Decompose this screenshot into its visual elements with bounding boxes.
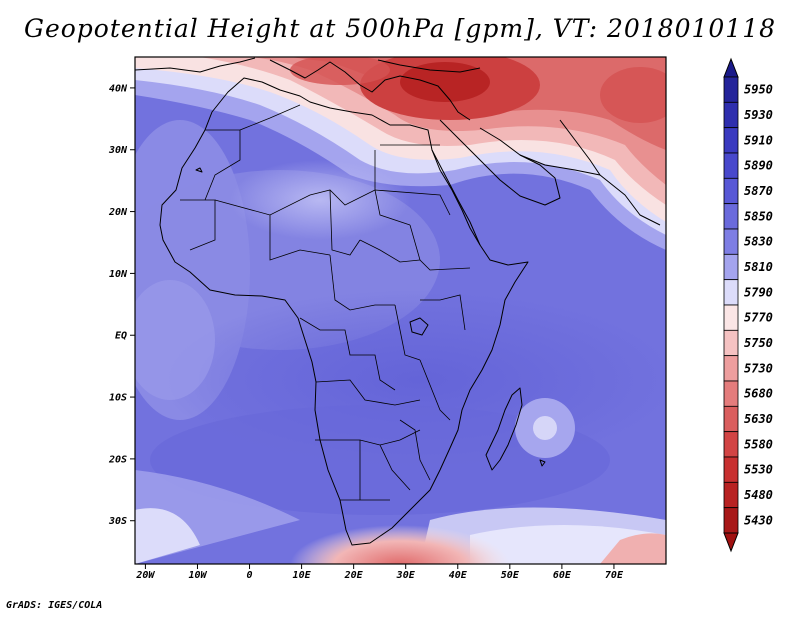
colorbar-label: 5870 [744,184,773,198]
colorbar-swatch [723,355,739,382]
lon-tick-label: 50E [501,570,520,581]
lat-tick-label: 40N [109,83,128,94]
latitude-axis: 40N 30N 20N 10N EQ 10S 20S 30S [108,83,135,527]
footer-credit: GrADS: IGES/COLA [6,600,103,611]
colorbar-swatch [723,507,739,534]
map-title: Geopotential Height at 500hPa [gpm], VT:… [23,14,777,43]
colorbar-swatch [723,481,739,509]
colorbar-label: 5790 [744,285,773,299]
colorbar-label: 5910 [744,133,773,147]
colorbar-swatch [723,101,739,129]
lon-tick-label: 0 [247,570,253,581]
lon-tick-label: 40E [449,570,468,581]
lat-tick-label: 20N [108,207,128,218]
lat-tick-label: 10N [109,269,128,280]
lon-tick-label: 20E [344,570,364,581]
colorbar-swatch [723,329,739,357]
lat-tick-label: 30N [108,145,128,156]
colorbar-swatch [723,177,739,205]
lon-tick-label: 60E [553,570,572,581]
lat-tick-label: 30S [108,516,127,527]
colorbar-label: 5530 [744,463,773,477]
longitude-axis: 20W 10W 0 10E 20E 30E 40E 50E 60E 70E [135,564,624,581]
colorbar-label: 5850 [744,209,773,223]
colorbar: 5950 5930 5910 5890 5870 5850 5830 5810 5790 5770… [723,57,773,553]
lon-tick-label: 70E [605,570,624,581]
colorbar-label: 5580 [744,437,773,451]
colorbar-swatch [723,203,739,230]
colorbar-label: 5810 [744,260,773,274]
lat-tick-label: 20S [108,454,127,465]
colorbar-label: 5750 [744,336,773,350]
colorbar-label: 5430 [744,513,773,527]
colorbar-swatch [723,127,739,154]
colorbar-swatch [723,405,739,433]
colorbar-swatch [723,253,739,281]
colorbar-swatch [723,431,739,458]
colorbar-label: 5730 [744,361,773,375]
colorbar-bottom-arrow [723,532,739,553]
lon-tick-label: 10W [188,570,207,581]
colorbar-swatch [723,456,739,483]
height-shading [135,57,666,564]
colorbar-label: 5770 [744,311,773,325]
colorbar-swatch [723,380,739,407]
plot-frame [134,56,667,565]
colorbar-label: 5890 [744,159,773,173]
colorbar-label: 5950 [744,83,773,97]
colorbar-swatch [723,279,739,306]
colorbar-swatch [723,228,739,255]
lon-tick-label: 20W [135,570,155,581]
colorbar-swatch [723,304,739,331]
coastlines [135,57,661,546]
colorbar-label: 5480 [744,488,773,502]
lat-tick-label: EQ [115,331,127,342]
colorbar-label: 5680 [744,387,773,401]
colorbar-top-arrow [723,57,739,78]
lat-tick-label: 10S [109,393,127,404]
colorbar-label: 5830 [744,235,773,249]
colorbar-label: 5630 [744,412,773,426]
colorbar-swatch [723,152,739,179]
colorbar-label: 5930 [744,108,773,122]
colorbar-swatch [723,76,739,103]
lon-tick-label: 30E [396,570,416,581]
country-borders [180,104,471,501]
lon-tick-label: 10E [293,570,312,581]
